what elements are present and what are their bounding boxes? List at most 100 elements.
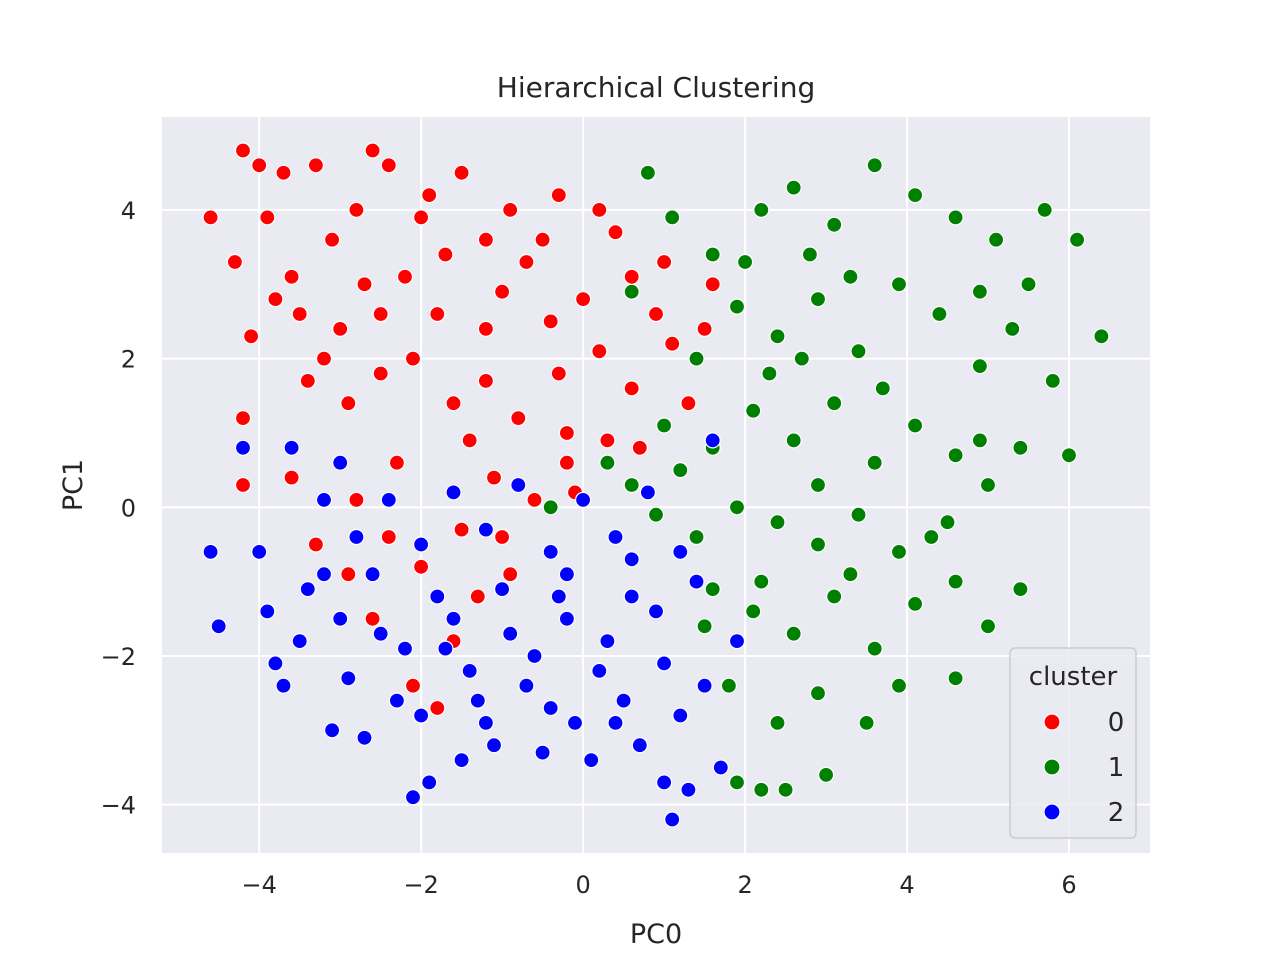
data-point-cluster-0: [388, 454, 405, 471]
data-point-cluster-2: [704, 432, 721, 449]
data-point-cluster-1: [939, 514, 956, 531]
data-point-cluster-2: [348, 528, 365, 546]
legend-marker-2: [1043, 803, 1061, 821]
data-point-cluster-2: [340, 670, 357, 687]
data-point-cluster-0: [526, 491, 543, 508]
data-point-cluster-1: [1068, 231, 1086, 248]
data-point-cluster-2: [251, 543, 268, 561]
data-point-cluster-2: [534, 744, 551, 761]
data-point-cluster-1: [728, 298, 746, 315]
data-point-cluster-0: [623, 268, 640, 285]
data-point-cluster-1: [947, 670, 964, 687]
data-point-cluster-0: [704, 276, 721, 293]
legend-label-1: 1: [1108, 753, 1125, 783]
data-point-cluster-2: [372, 625, 389, 642]
data-point-cluster-1: [809, 536, 827, 553]
data-point-cluster-1: [971, 432, 989, 449]
data-point-cluster-1: [696, 618, 713, 635]
data-point-cluster-1: [704, 246, 721, 263]
data-point-cluster-2: [461, 662, 478, 680]
data-point-cluster-2: [510, 476, 527, 494]
data-point-cluster-1: [542, 499, 559, 516]
x-tick-label: 4: [899, 871, 914, 899]
data-point-cluster-2: [445, 484, 462, 501]
data-point-cluster-0: [340, 395, 357, 412]
data-point-cluster-2: [404, 789, 422, 806]
data-point-cluster-2: [591, 662, 608, 680]
data-point-cluster-2: [324, 722, 341, 739]
data-point-cluster-2: [558, 610, 576, 627]
data-point-cluster-2: [485, 737, 503, 754]
data-point-cluster-0: [607, 224, 624, 241]
data-point-cluster-0: [558, 424, 576, 442]
data-point-cluster-1: [1012, 580, 1029, 598]
data-point-cluster-2: [639, 484, 657, 501]
data-point-cluster-1: [826, 216, 843, 233]
data-point-cluster-2: [655, 655, 673, 672]
data-point-cluster-0: [550, 187, 567, 204]
data-point-cluster-2: [283, 439, 300, 456]
data-point-cluster-1: [1044, 372, 1061, 389]
data-point-cluster-1: [769, 514, 786, 531]
data-point-cluster-0: [461, 432, 478, 449]
data-point-cluster-0: [494, 528, 511, 546]
data-point-cluster-2: [655, 774, 673, 791]
data-point-cluster-0: [307, 536, 324, 553]
legend-box: [1009, 647, 1137, 839]
data-point-cluster-2: [672, 543, 689, 561]
data-point-cluster-1: [971, 358, 989, 375]
data-point-cluster-0: [599, 432, 616, 449]
data-point-cluster-1: [728, 499, 746, 516]
data-point-cluster-0: [234, 476, 252, 494]
data-point-cluster-0: [477, 372, 494, 389]
data-point-cluster-0: [437, 246, 454, 263]
data-point-cluster-1: [906, 417, 924, 434]
data-point-cluster-0: [340, 566, 357, 583]
data-point-cluster-0: [655, 253, 673, 271]
data-point-cluster-0: [234, 410, 252, 427]
data-point-cluster-1: [866, 454, 883, 471]
data-point-cluster-0: [234, 142, 252, 159]
data-point-cluster-2: [477, 714, 494, 732]
data-point-cluster-0: [413, 558, 430, 575]
data-point-cluster-2: [623, 588, 640, 605]
data-point-cluster-0: [429, 305, 446, 323]
data-point-cluster-1: [688, 350, 705, 367]
data-point-cluster-1: [777, 781, 794, 798]
data-point-cluster-0: [502, 201, 519, 218]
data-point-cluster-0: [574, 291, 592, 308]
data-point-cluster-2: [494, 580, 511, 598]
data-point-cluster-1: [639, 164, 657, 181]
data-point-cluster-2: [542, 699, 559, 717]
data-point-cluster-0: [631, 439, 648, 456]
data-point-cluster-1: [745, 402, 762, 419]
data-point-cluster-1: [801, 246, 819, 263]
data-point-cluster-2: [672, 707, 689, 724]
data-point-cluster-2: [566, 714, 584, 732]
data-point-cluster-1: [971, 283, 989, 300]
data-point-cluster-1: [672, 462, 689, 479]
legend-label-2: 2: [1108, 798, 1125, 828]
data-point-cluster-2: [413, 536, 430, 553]
data-point-cluster-1: [890, 543, 908, 561]
data-point-cluster-1: [664, 209, 681, 226]
data-point-cluster-0: [542, 313, 559, 330]
data-point-cluster-2: [388, 692, 405, 709]
data-point-cluster-1: [1004, 320, 1021, 337]
data-point-cluster-1: [647, 506, 665, 523]
data-point-cluster-2: [712, 759, 729, 776]
data-point-cluster-2: [623, 551, 640, 568]
data-point-cluster-1: [979, 618, 997, 635]
data-point-cluster-2: [315, 566, 333, 583]
data-point-cluster-0: [647, 305, 665, 323]
data-point-cluster-0: [494, 283, 511, 300]
data-point-cluster-1: [785, 432, 802, 449]
data-point-cluster-2: [275, 677, 292, 694]
data-point-cluster-2: [356, 729, 373, 746]
data-point-cluster-1: [1060, 447, 1078, 464]
data-point-cluster-0: [664, 335, 681, 352]
data-point-cluster-0: [283, 268, 300, 285]
data-point-cluster-0: [469, 588, 486, 605]
data-point-cluster-2: [413, 707, 430, 724]
x-tick-label: −4: [241, 871, 276, 899]
